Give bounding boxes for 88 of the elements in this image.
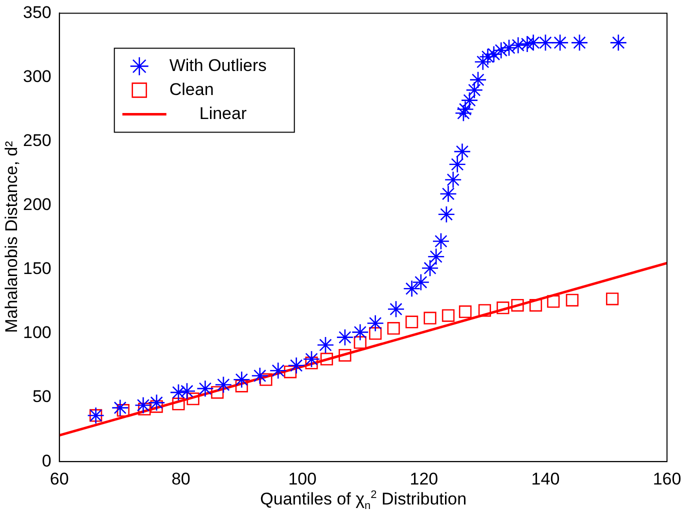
y-tick-label: 0 bbox=[42, 451, 52, 470]
point bbox=[284, 366, 297, 378]
point bbox=[170, 384, 188, 402]
point bbox=[251, 367, 269, 384]
point bbox=[387, 300, 405, 318]
point bbox=[148, 394, 166, 412]
point bbox=[320, 352, 334, 366]
point bbox=[351, 324, 369, 341]
point bbox=[172, 398, 185, 410]
y-tick-label: 100 bbox=[22, 323, 52, 342]
y-tick-label: 350 bbox=[22, 2, 52, 22]
y-axis-title: Mahalanobis Distance, d² bbox=[2, 141, 22, 334]
point bbox=[338, 348, 352, 362]
point bbox=[492, 42, 510, 60]
point bbox=[403, 280, 420, 298]
point bbox=[111, 399, 129, 416]
x-tick-label: 140 bbox=[531, 469, 560, 488]
legend-label: With Outliers bbox=[169, 56, 267, 75]
point bbox=[432, 232, 450, 250]
point bbox=[134, 396, 152, 414]
point bbox=[421, 259, 439, 277]
x-tick-label: 100 bbox=[288, 469, 317, 488]
point bbox=[305, 356, 318, 370]
point bbox=[366, 314, 384, 332]
point bbox=[509, 36, 527, 54]
point bbox=[369, 327, 382, 340]
point bbox=[566, 294, 579, 306]
point bbox=[460, 92, 478, 109]
point bbox=[496, 302, 510, 314]
point bbox=[354, 336, 366, 349]
point bbox=[438, 206, 456, 223]
point bbox=[551, 34, 569, 52]
point bbox=[458, 305, 472, 318]
point bbox=[138, 402, 151, 416]
y-tick-label: 250 bbox=[22, 131, 52, 150]
point bbox=[214, 376, 232, 394]
point bbox=[529, 298, 542, 312]
point bbox=[606, 292, 619, 306]
legend-label: Linear bbox=[199, 104, 247, 123]
point bbox=[440, 185, 457, 202]
point bbox=[316, 336, 334, 354]
point bbox=[524, 34, 542, 52]
point bbox=[288, 356, 305, 374]
point bbox=[260, 373, 272, 386]
point bbox=[405, 316, 418, 328]
point bbox=[454, 142, 471, 160]
point bbox=[511, 298, 524, 312]
x-tick-label: 60 bbox=[50, 469, 69, 488]
point bbox=[336, 328, 354, 346]
y-tick-label: 300 bbox=[22, 66, 52, 86]
point bbox=[186, 392, 200, 406]
point bbox=[478, 304, 492, 317]
point bbox=[500, 39, 518, 56]
point bbox=[196, 380, 214, 398]
point bbox=[547, 295, 560, 308]
point bbox=[387, 322, 400, 335]
point bbox=[570, 34, 588, 52]
point bbox=[412, 274, 430, 291]
point bbox=[235, 380, 248, 392]
point bbox=[424, 312, 436, 324]
point bbox=[211, 386, 224, 399]
point bbox=[269, 362, 287, 380]
point bbox=[479, 48, 496, 66]
point bbox=[444, 171, 462, 188]
point bbox=[485, 46, 502, 63]
point bbox=[442, 309, 455, 322]
point bbox=[150, 400, 163, 413]
y-tick-label: 150 bbox=[22, 259, 52, 278]
point bbox=[469, 71, 487, 88]
point bbox=[454, 104, 472, 122]
point bbox=[610, 34, 628, 52]
point bbox=[474, 53, 492, 71]
x-tick-label: 120 bbox=[410, 469, 438, 488]
point bbox=[466, 81, 484, 99]
x-tick-label: 160 bbox=[652, 469, 682, 488]
point bbox=[233, 370, 250, 388]
point bbox=[178, 382, 196, 400]
point bbox=[302, 350, 320, 368]
x-axis-title: Quantiles of χ$_{n}$$^{2}$ Distribution bbox=[260, 488, 467, 512]
point bbox=[448, 156, 466, 174]
point bbox=[427, 248, 445, 266]
point bbox=[116, 404, 130, 417]
x-tick-label: 80 bbox=[171, 469, 190, 488]
point bbox=[536, 34, 554, 52]
point bbox=[456, 100, 474, 118]
y-tick-label: 50 bbox=[32, 387, 52, 406]
y-tick-label: 200 bbox=[22, 195, 52, 214]
legend-label: Clean bbox=[169, 80, 214, 99]
